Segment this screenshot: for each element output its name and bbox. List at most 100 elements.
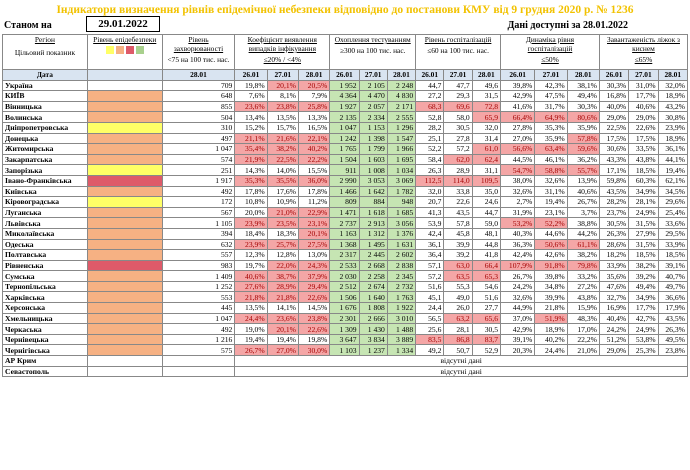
region-name: Київська: [2, 185, 88, 198]
testing-value: 2 512: [329, 280, 360, 293]
hospitalization-dynamics-value: 24,2%: [499, 280, 536, 293]
hospitalization-dynamics-value: 27,0%: [499, 132, 536, 145]
oxygen-bed-load-value: 31,0%: [628, 79, 659, 92]
incidence-value: 251: [161, 164, 236, 176]
epidemic-level-cell: [86, 280, 163, 293]
hospitalization-value: 26,3: [415, 164, 445, 176]
hospitalization-dynamics-value: 58,8%: [534, 164, 568, 176]
detection-value: 19,0%: [234, 323, 268, 335]
detection-value: 23,8%: [266, 100, 299, 113]
hospitalization-dynamics-value: 40,3%: [499, 227, 536, 240]
hospitalization-dynamics-value: 17,0%: [566, 323, 600, 335]
hospitalization-dynamics-value: 3,7%: [566, 206, 600, 219]
hospitalization-dynamics-value: 36,2%: [566, 153, 600, 166]
hospitalization-dynamics-value: 64,9%: [534, 111, 568, 123]
table-row: АР Крим відсутні дані: [2, 355, 688, 367]
region-name: КИЇВ: [2, 90, 88, 102]
testing-value: 2 301: [329, 312, 360, 325]
hospitalization-value: 24,6: [471, 196, 502, 208]
hospitalization-value: 31,1: [471, 164, 502, 176]
hospitalization-dynamics-value: 35,3%: [534, 121, 568, 134]
region-name: Волинська: [2, 111, 88, 123]
hospitalization-dynamics-value: 32,6%: [499, 185, 536, 198]
oxygen-bed-load-value: 19,4%: [657, 164, 689, 176]
testing-value: 1 927: [329, 100, 360, 113]
hospitalization-dynamics-value: 56,6%: [499, 143, 536, 155]
oxygen-bed-load-value: 33,6%: [657, 217, 689, 229]
detection-value: 19,7%: [234, 259, 268, 272]
hospitalization-dynamics-value: 80,6%: [566, 111, 600, 123]
header-oxy: Завантаженість ліжок з киснем ≤65%: [598, 34, 689, 70]
region-name: Чернівецька: [2, 333, 88, 346]
hospitalization-value: 35,0: [471, 185, 502, 198]
hospitalization-dynamics-value: 59,6%: [566, 143, 600, 155]
hospitalization-dynamics-value: 63,4%: [534, 143, 568, 155]
epidemic-level-cell: [86, 164, 163, 176]
oxygen-bed-load-value: 44,1%: [657, 153, 689, 166]
hospitalization-dynamics-value: 21,0%: [566, 344, 600, 357]
epidemic-level-cell: [86, 100, 163, 113]
detection-value: 12,8%: [266, 249, 299, 261]
incidence-value: 1 105: [161, 217, 236, 229]
testing-value: 1 547: [386, 132, 417, 145]
hospitalization-dynamics-value: 79,8%: [566, 259, 600, 272]
header-hosp-target: ≤60 на 100 тис. нас.: [427, 46, 489, 55]
hospitalization-dynamics-value: 18,9%: [534, 323, 568, 335]
testing-value: 1 368: [329, 238, 360, 251]
hospitalization-dynamics-value: 36,3%: [499, 238, 536, 251]
oxygen-bed-load-value: 29,6%: [657, 196, 689, 208]
hospitalization-value: 57,2: [415, 270, 445, 282]
testing-value: 2 732: [386, 280, 417, 293]
incidence-value: 1 917: [161, 174, 236, 187]
testing-value: 1 799: [358, 143, 388, 155]
epidemic-level-cell: [86, 206, 163, 219]
header-detection: Коефіцієнт виявлення випадків інфікуванн…: [234, 34, 331, 70]
oxygen-bed-load-value: 23,7%: [598, 206, 630, 219]
testing-value: 1 685: [386, 206, 417, 219]
incidence-value: 553: [161, 291, 236, 304]
oxygen-bed-load-value: 18,9%: [657, 90, 689, 102]
testing-value: 1 430: [358, 323, 388, 335]
oxygen-bed-load-value: 26,3%: [598, 227, 630, 240]
detection-value: 10,8%: [234, 196, 268, 208]
detection-value: 27,0%: [266, 344, 299, 357]
detection-value: 21,1%: [234, 132, 268, 145]
hospitalization-value: 41,3: [415, 206, 445, 219]
testing-value: 2 030: [329, 270, 360, 282]
hospitalization-dynamics-value: 40,2%: [534, 333, 568, 346]
oxygen-bed-load-value: 16,8%: [598, 90, 630, 102]
testing-value: 1 334: [386, 344, 417, 357]
oxygen-bed-load-value: 17,5%: [628, 132, 659, 145]
oxygen-bed-load-value: 18,9%: [657, 132, 689, 145]
testing-value: 1 047: [329, 121, 360, 134]
epidemic-level-cell: [86, 259, 163, 272]
hospitalization-dynamics-value: 38,0%: [499, 174, 536, 187]
hospitalization-dynamics-value: 42,9%: [499, 323, 536, 335]
detection-value: 40,2%: [297, 143, 331, 155]
hospitalization-dynamics-value: 57,8%: [566, 132, 600, 145]
detection-value: 23,5%: [266, 217, 299, 229]
header-detection-target: ≤20% / <4%: [263, 55, 301, 64]
incidence-value: [161, 355, 236, 367]
incidence-value: 855: [161, 100, 236, 113]
hospitalization-value: 36,4: [415, 249, 445, 261]
hospitalization-value: 50,7: [443, 344, 473, 357]
hospitalization-value: 48,1: [471, 227, 502, 240]
detection-value: 22,0%: [266, 259, 299, 272]
table-row: Чернігівська 575 26,7% 27,0% 30,0% 1 103 1 237…: [2, 344, 689, 357]
hospitalization-dynamics-value: 47,5%: [534, 90, 568, 102]
testing-value: 1 504: [329, 153, 360, 166]
hospitalization-dynamics-value: 42,9%: [499, 90, 536, 102]
detection-value: 36,0%: [297, 174, 331, 187]
hospitalization-dynamics-value: 31,9%: [499, 206, 536, 219]
table-row: Волинська 504 13,4% 13,5% 13,3% 2 135 2 334 2 5…: [2, 111, 689, 123]
hospitalization-value: 43,5: [443, 206, 473, 219]
testing-value: 1 309: [329, 323, 360, 335]
hospitalization-value: 24,4: [415, 302, 445, 314]
testing-value: 2 105: [358, 79, 388, 92]
hospitalization-dynamics-value: 46,1%: [534, 153, 568, 166]
hospitalization-dynamics-value: 53,2%: [499, 217, 536, 229]
oxygen-bed-load-value: 18,5%: [628, 249, 659, 261]
testing-value: 1 952: [329, 79, 360, 92]
hospitalization-dynamics-value: 42,6%: [534, 249, 568, 261]
